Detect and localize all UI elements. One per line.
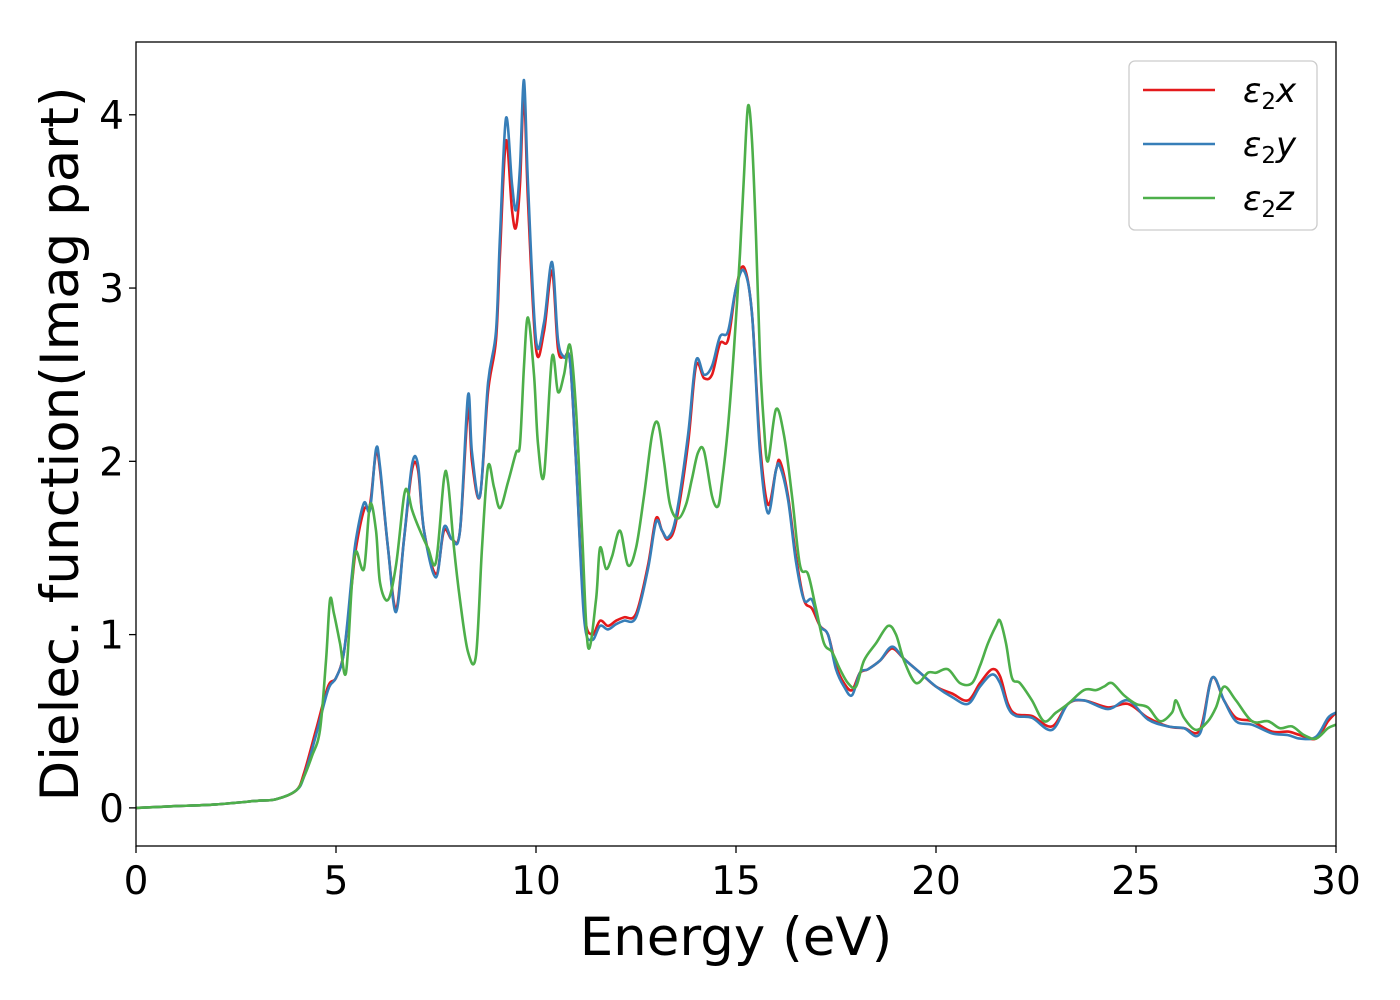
y-axis-label: Dielec. function(Imag part)	[30, 86, 91, 801]
x-tick-label: 15	[711, 859, 761, 904]
x-axis-label: Energy (eV)	[580, 907, 893, 968]
y-tick-label: 4	[99, 94, 124, 139]
legend-box	[1128, 60, 1318, 231]
x-tick-label: 20	[911, 859, 961, 904]
legend: ε2x ε2y ε2z	[1128, 60, 1318, 231]
series-layer	[136, 78, 1336, 810]
series-line-y	[136, 78, 1336, 810]
x-tick-label: 5	[324, 859, 349, 904]
x-tick-label: 10	[511, 859, 561, 904]
x-tick-label: 25	[1111, 859, 1161, 904]
y-axis-ticks: 0 1 2 3 4	[99, 94, 136, 832]
y-tick-label: 3	[99, 267, 124, 312]
y-tick-label: 2	[99, 440, 124, 485]
x-tick-label: 30	[1311, 859, 1361, 904]
x-tick-label: 0	[124, 859, 149, 904]
x-axis-ticks: 0 5 10 15 20 25 30	[124, 846, 1361, 904]
y-tick-label: 0	[99, 787, 124, 832]
y-tick-label: 1	[99, 614, 124, 659]
legend-label-y: ε2y	[1243, 125, 1297, 169]
legend-label-z: ε2z	[1243, 179, 1295, 223]
series-line-z	[136, 103, 1336, 810]
legend-label-x: ε2x	[1243, 71, 1297, 115]
